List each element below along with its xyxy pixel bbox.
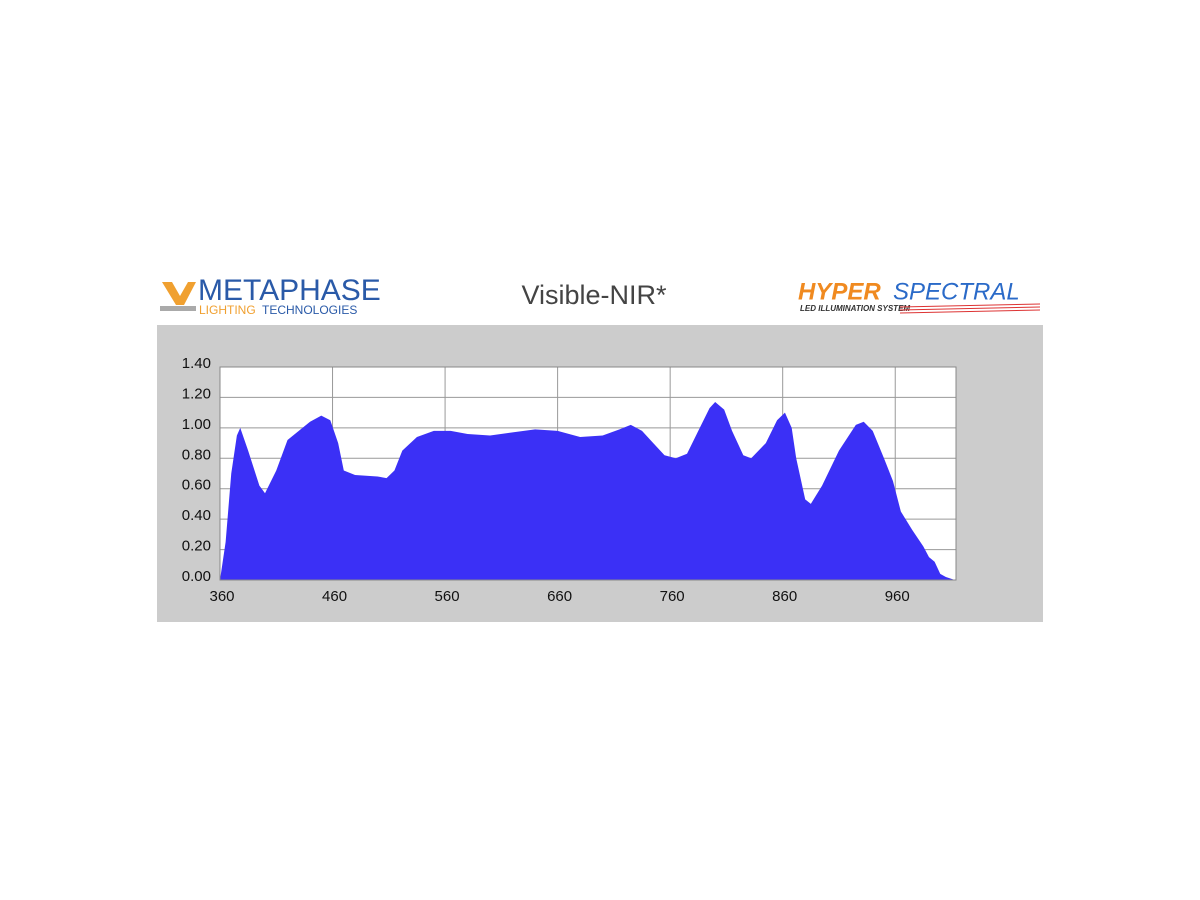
y-tick-label: 0.40: [182, 507, 211, 524]
logo-base: [160, 306, 196, 311]
area: [220, 401, 955, 580]
x-tick-label: 760: [660, 588, 685, 605]
x-tick-label: 660: [547, 588, 572, 605]
y-tick-label: 1.00: [182, 416, 211, 433]
logo-text: LED ILLUMINATION SYSTEM: [800, 304, 910, 313]
y-tick-label: 0.60: [182, 477, 211, 494]
chart-title: Visible-NIR*: [521, 280, 667, 310]
x-tick-label: 960: [885, 588, 910, 605]
right-logo: HYPER SPECTRAL LED ILLUMINATION SYSTEM: [798, 278, 1041, 314]
logo-icon: [162, 282, 196, 305]
logo-text: LIGHTING: [199, 303, 256, 317]
x-tick-label: 460: [322, 588, 347, 605]
x-tick-label: 360: [209, 588, 234, 605]
logo-lines: [899, 303, 1041, 314]
y-tick-label: 1.40: [182, 355, 211, 372]
left-logo: METAPHASE LIGHTING TECHNOLOGIES: [160, 274, 381, 317]
plot-border: [219, 366, 957, 581]
logo-text: METAPHASE: [198, 274, 381, 307]
y-tick-label: 1.20: [182, 385, 211, 402]
x-tick-label: 860: [772, 588, 797, 605]
logo-text: SPECTRAL: [893, 278, 1020, 305]
logo-text: TECHNOLOGIES: [262, 303, 357, 317]
logo-text: HYPER: [798, 278, 881, 305]
y-tick-label: 0.20: [182, 538, 211, 555]
x-tick-label: 560: [435, 588, 460, 605]
y-tick-label: 0.80: [182, 446, 211, 463]
plot: 0.00 0.20 0.40 0.60 0.80 1.00 1.20 1.40 360 460 56…: [182, 355, 956, 605]
y-tick-label: 0.00: [182, 568, 211, 585]
